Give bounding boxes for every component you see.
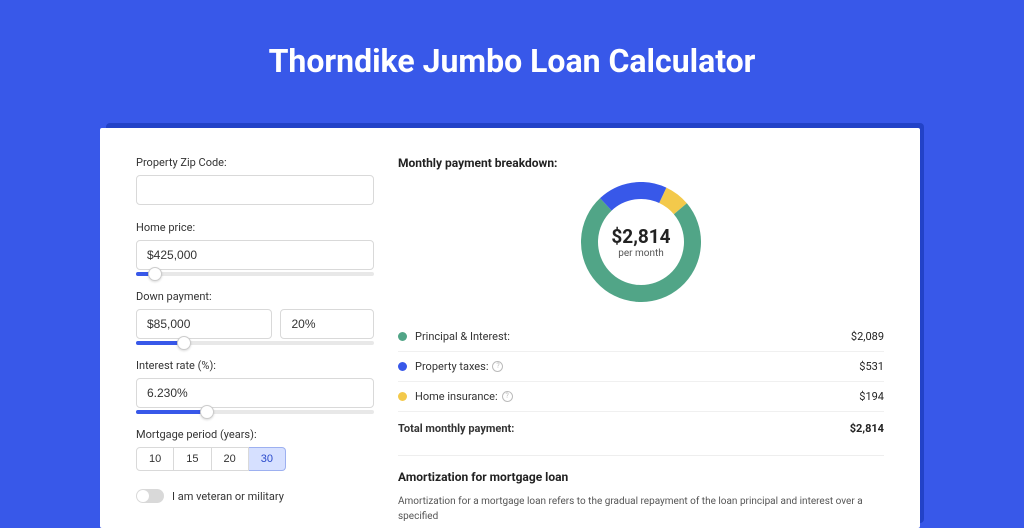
info-icon[interactable]: ?	[492, 361, 503, 372]
legend-label: Principal & Interest:	[415, 330, 851, 343]
legend-dot	[398, 362, 407, 371]
legend-row: Home insurance: ?$194	[398, 382, 884, 412]
mortgage-period-label: Mortgage period (years):	[136, 428, 374, 441]
home-price-label: Home price:	[136, 221, 374, 234]
donut-amount: $2,814	[611, 225, 670, 248]
legend-row: Principal & Interest:$2,089	[398, 322, 884, 352]
period-button-15[interactable]: 15	[174, 447, 211, 471]
veteran-label: I am veteran or military	[172, 490, 284, 503]
donut-center: $2,814 per month	[611, 225, 670, 259]
home-price-input[interactable]	[136, 240, 374, 270]
slider-thumb[interactable]	[148, 267, 162, 281]
down-payment-slider[interactable]	[136, 341, 374, 345]
veteran-toggle-row: I am veteran or military	[136, 489, 374, 503]
breakdown-title: Monthly payment breakdown:	[398, 156, 884, 170]
period-button-10[interactable]: 10	[136, 447, 174, 471]
page-title: Thorndike Jumbo Loan Calculator	[0, 0, 1024, 104]
info-icon[interactable]: ?	[502, 391, 513, 402]
zip-input[interactable]	[136, 175, 374, 205]
period-button-30[interactable]: 30	[249, 447, 286, 471]
interest-rate-input[interactable]	[136, 378, 374, 408]
amortization-text: Amortization for a mortgage loan refers …	[398, 494, 884, 524]
veteran-toggle[interactable]	[136, 489, 164, 503]
total-value: $2,814	[850, 422, 884, 435]
down-payment-label: Down payment:	[136, 290, 374, 303]
slider-thumb[interactable]	[177, 336, 191, 350]
down-payment-amount-input[interactable]	[136, 309, 272, 339]
donut-chart: $2,814 per month	[398, 182, 884, 302]
total-row: Total monthly payment: $2,814	[398, 412, 884, 443]
legend-value: $531	[859, 360, 884, 373]
breakdown-column: Monthly payment breakdown: $2,814 per mo…	[398, 156, 884, 524]
donut-slice	[606, 191, 663, 205]
slider-thumb[interactable]	[200, 405, 214, 419]
legend-dot	[398, 332, 407, 341]
donut-slice	[663, 195, 681, 208]
form-column: Property Zip Code: Home price: Down paym…	[136, 156, 374, 524]
total-label: Total monthly payment:	[398, 422, 850, 435]
interest-rate-label: Interest rate (%):	[136, 359, 374, 372]
home-price-slider[interactable]	[136, 272, 374, 276]
donut-sub: per month	[611, 248, 670, 259]
mortgage-period-group: 10152030	[136, 447, 374, 471]
legend-value: $194	[859, 390, 884, 403]
amortization-title: Amortization for mortgage loan	[398, 470, 884, 484]
period-button-20[interactable]: 20	[212, 447, 249, 471]
amortization-section: Amortization for mortgage loan Amortizat…	[398, 455, 884, 524]
legend-value: $2,089	[851, 330, 884, 343]
down-payment-percent-input[interactable]	[280, 309, 374, 339]
legend-row: Property taxes: ?$531	[398, 352, 884, 382]
legend-dot	[398, 392, 407, 401]
legend-label: Property taxes: ?	[415, 360, 859, 373]
legend: Principal & Interest:$2,089Property taxe…	[398, 322, 884, 412]
interest-rate-slider[interactable]	[136, 410, 374, 414]
calculator-card: Property Zip Code: Home price: Down paym…	[100, 128, 920, 528]
legend-label: Home insurance: ?	[415, 390, 859, 403]
zip-label: Property Zip Code:	[136, 156, 374, 169]
